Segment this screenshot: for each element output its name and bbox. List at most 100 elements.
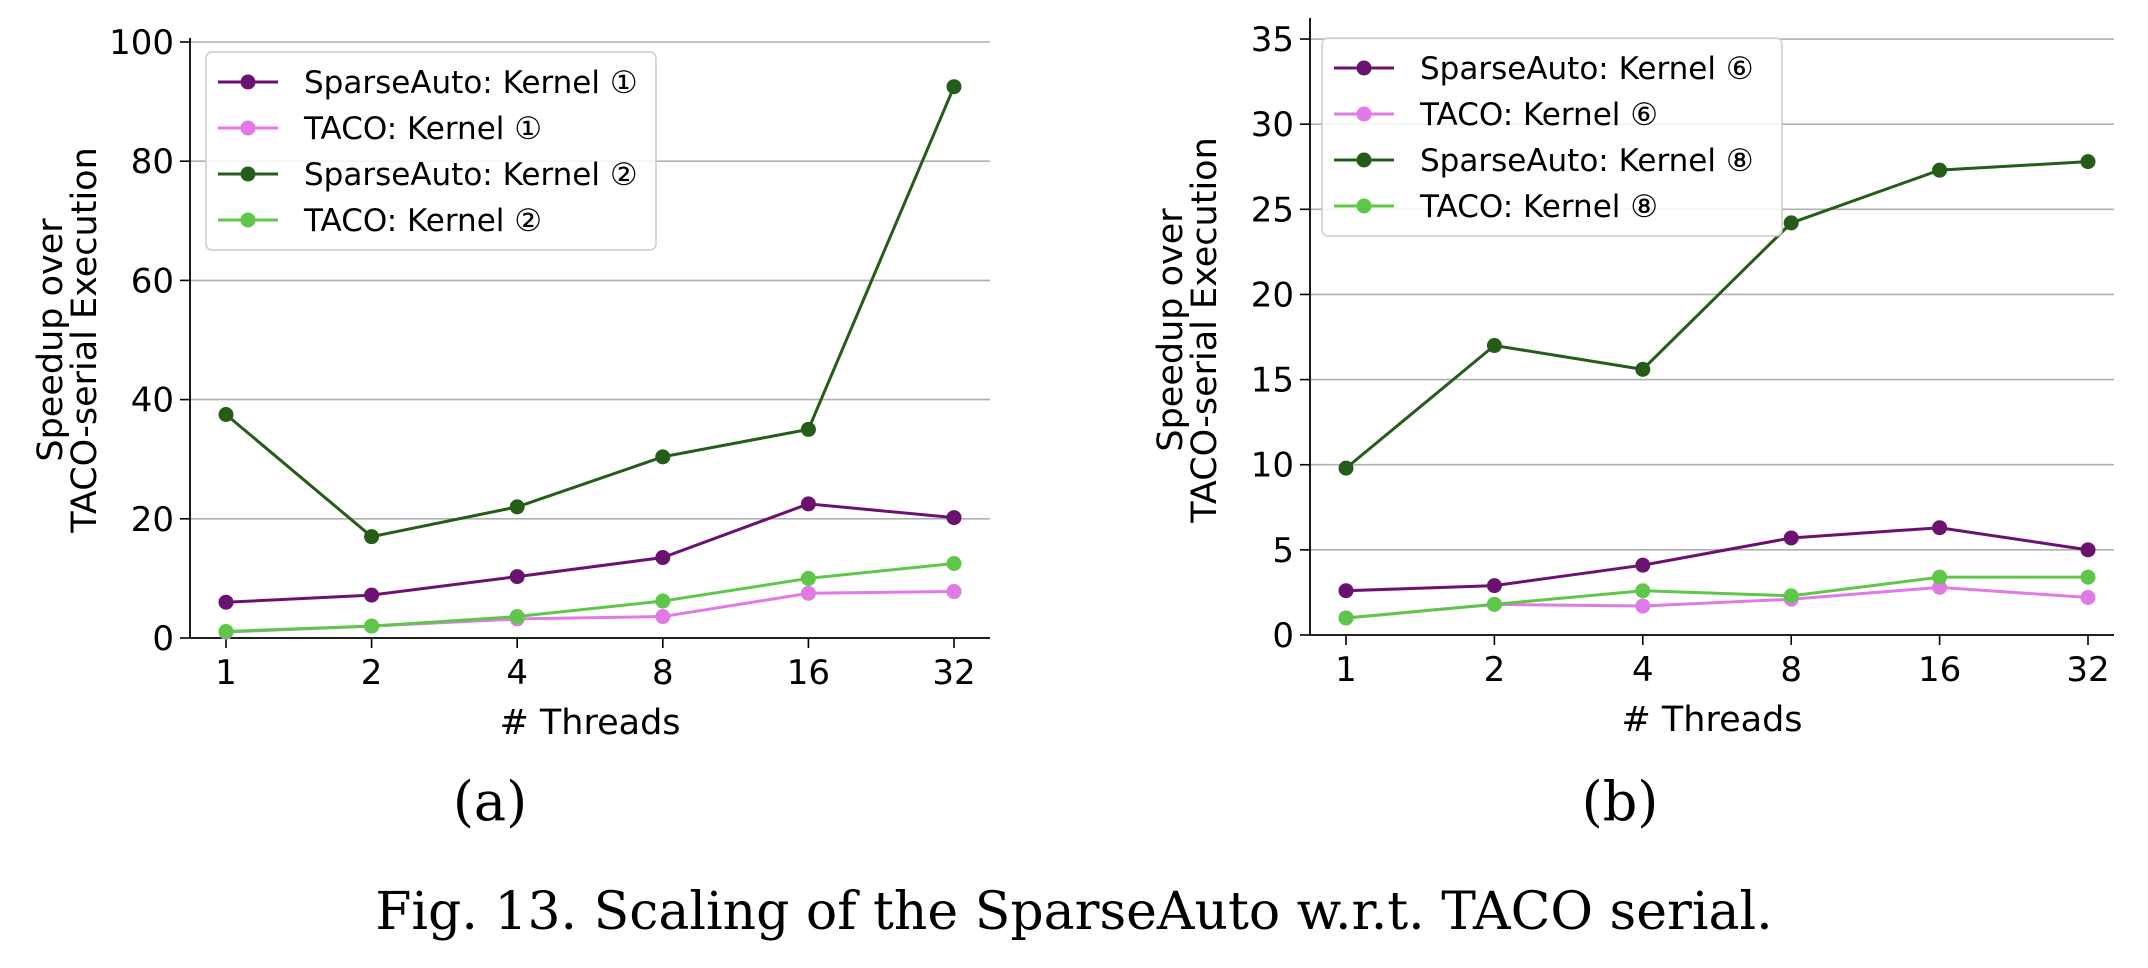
legend-label: SparseAuto: Kernel ⑧ bbox=[1420, 143, 1754, 179]
x-tick-label: 4 bbox=[1632, 650, 1654, 690]
data-point bbox=[655, 593, 671, 609]
data-point bbox=[218, 623, 234, 639]
data-point bbox=[800, 421, 816, 437]
legend-swatch-marker bbox=[240, 212, 256, 228]
data-point bbox=[364, 587, 380, 603]
data-point bbox=[946, 79, 962, 95]
x-tick-label: 8 bbox=[1780, 650, 1802, 690]
chart-a: 0 20 40 60 80 100 1 2 4 8 16 32 # Threads Speedup ove… bbox=[31, 23, 990, 743]
data-point bbox=[655, 609, 671, 625]
data-point bbox=[1486, 578, 1502, 594]
legend-label: SparseAuto: Kernel ① bbox=[304, 65, 638, 101]
legend-swatch-marker bbox=[1356, 60, 1372, 76]
panel-label-a: (a) bbox=[452, 770, 528, 833]
x-tick-label: 1 bbox=[215, 653, 237, 693]
data-point bbox=[946, 584, 962, 600]
panel-label-b: (b) bbox=[1581, 770, 1659, 833]
series-line bbox=[225, 562, 955, 633]
legend-box bbox=[1321, 37, 1783, 237]
y-tick-label: 0 bbox=[1272, 616, 1294, 656]
legend-swatch-marker bbox=[240, 74, 256, 90]
legend-label: TACO: Kernel ① bbox=[303, 111, 542, 147]
data-point bbox=[1635, 361, 1651, 377]
data-point bbox=[2080, 569, 2096, 585]
data-point bbox=[2080, 542, 2096, 558]
y-tick-label: 20 bbox=[1251, 275, 1294, 315]
data-point bbox=[1635, 583, 1651, 599]
x-tick-label: 1 bbox=[1335, 650, 1357, 690]
x-axis-label: # Threads bbox=[1621, 700, 1802, 740]
series-line bbox=[225, 502, 955, 604]
data-point bbox=[1635, 598, 1651, 614]
series-line bbox=[1345, 526, 2089, 593]
data-point bbox=[1783, 530, 1799, 546]
figure-caption: Fig. 13. Scaling of the SparseAuto w.r.t… bbox=[375, 882, 1773, 942]
y-axis-label: Speedup over bbox=[31, 218, 71, 462]
data-point bbox=[800, 585, 816, 601]
y-tick-label: 0 bbox=[152, 619, 174, 659]
y-tick-label: 25 bbox=[1251, 190, 1294, 230]
y-tick-label: 60 bbox=[131, 261, 174, 301]
legend-label: SparseAuto: Kernel ⑥ bbox=[1420, 51, 1754, 87]
data-point bbox=[946, 556, 962, 571]
legend-swatch-marker bbox=[1356, 152, 1372, 168]
y-tick-label: 5 bbox=[1272, 531, 1294, 571]
x-tick-label: 32 bbox=[2066, 650, 2109, 690]
data-point bbox=[1932, 162, 1948, 178]
data-point bbox=[509, 499, 525, 515]
x-tick-label: 16 bbox=[787, 653, 830, 693]
y-axis-label: TACO-serial Execution bbox=[1185, 137, 1225, 524]
y-tick-label: 80 bbox=[131, 142, 174, 182]
data-point bbox=[1486, 338, 1502, 354]
data-point bbox=[1486, 596, 1502, 612]
legend-label: TACO: Kernel ⑧ bbox=[1419, 189, 1658, 225]
x-tick-label: 16 bbox=[1918, 650, 1961, 690]
y-tick-label: 20 bbox=[131, 500, 174, 540]
data-point bbox=[509, 609, 525, 625]
series-line bbox=[225, 86, 956, 539]
x-tick-label: 8 bbox=[652, 653, 674, 693]
y-tick-label: 40 bbox=[131, 381, 174, 421]
x-tick-label: 2 bbox=[361, 653, 383, 693]
legend-swatch-marker bbox=[1356, 106, 1372, 122]
legend-swatch-marker bbox=[1356, 198, 1372, 214]
data-point bbox=[1338, 460, 1354, 476]
y-axis-label: Speedup over bbox=[1151, 208, 1191, 452]
data-point bbox=[509, 569, 525, 585]
series-line bbox=[1345, 160, 2089, 470]
y-tick-label: 100 bbox=[109, 23, 174, 63]
y-tick-label: 15 bbox=[1251, 361, 1294, 401]
legend-swatch-marker bbox=[240, 166, 256, 182]
data-point bbox=[1932, 520, 1948, 536]
data-point bbox=[2080, 590, 2096, 606]
data-point bbox=[218, 407, 234, 422]
data-point bbox=[218, 594, 234, 610]
data-point bbox=[364, 529, 380, 545]
x-axis-label: # Threads bbox=[499, 703, 680, 743]
data-point bbox=[946, 510, 962, 526]
x-tick-label: 32 bbox=[932, 653, 975, 693]
data-point bbox=[1783, 215, 1799, 231]
x-tick-label: 2 bbox=[1484, 650, 1506, 690]
chart-b: 0 5 10 15 20 25 30 35 1 2 4 8 16 32 # Threads Speedup o… bbox=[1151, 18, 2114, 740]
data-point bbox=[1932, 569, 1948, 585]
data-point bbox=[1338, 583, 1354, 599]
y-axis-label: TACO-serial Execution bbox=[65, 147, 105, 534]
x-tick-label: 4 bbox=[506, 653, 528, 693]
y-tick-label: 30 bbox=[1251, 105, 1294, 145]
data-point bbox=[1783, 588, 1799, 604]
data-point bbox=[800, 496, 816, 512]
y-tick-label: 35 bbox=[1251, 20, 1294, 60]
data-point bbox=[1338, 610, 1354, 626]
data-point bbox=[2080, 154, 2096, 170]
data-point bbox=[800, 570, 816, 586]
data-point bbox=[364, 618, 380, 634]
y-tick-label: 10 bbox=[1251, 446, 1294, 486]
legend-label: SparseAuto: Kernel ② bbox=[304, 157, 638, 193]
series-line bbox=[1345, 575, 2088, 620]
legend-label: TACO: Kernel ⑥ bbox=[1419, 97, 1658, 133]
data-point bbox=[655, 550, 671, 566]
legend-box bbox=[205, 51, 657, 251]
data-point bbox=[1635, 557, 1651, 573]
